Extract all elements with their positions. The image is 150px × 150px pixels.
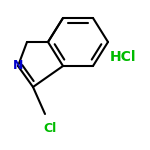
Text: N: N bbox=[13, 60, 23, 72]
Text: Cl: Cl bbox=[43, 123, 56, 135]
Text: HCl: HCl bbox=[110, 50, 136, 64]
